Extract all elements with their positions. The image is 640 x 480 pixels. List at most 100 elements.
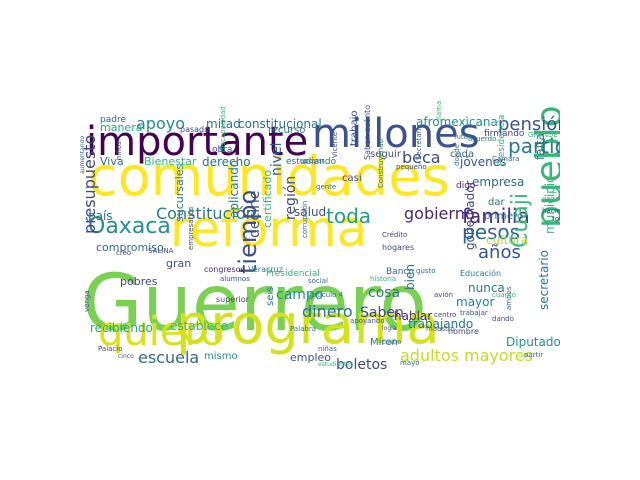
word-obra: obra bbox=[212, 145, 233, 155]
word-dando: dando bbox=[492, 315, 514, 323]
word-ninas: niñas bbox=[318, 345, 337, 353]
word-cultura: cultura bbox=[486, 233, 529, 247]
word-presidencial: Presidencial bbox=[266, 269, 320, 279]
word-casi: casi bbox=[342, 173, 362, 184]
word-cinco: cinco bbox=[118, 353, 134, 360]
word-constitucional: constitucional bbox=[238, 117, 322, 131]
word-saben: Saben bbox=[360, 305, 404, 321]
word-historia: historia bbox=[370, 275, 397, 283]
word-trabajar: trabajar bbox=[460, 309, 488, 317]
word-pasado: pasado bbox=[180, 125, 210, 134]
word-corrupcion: corrupción bbox=[301, 200, 309, 238]
word-pobres: pobres bbox=[120, 275, 158, 288]
word-todavia: todavía bbox=[552, 215, 560, 223]
word-partir: partir bbox=[524, 351, 544, 359]
word-escuela: escuela bbox=[138, 348, 200, 367]
word-mayo: mayo bbox=[400, 359, 420, 367]
word-creo: creo bbox=[116, 249, 132, 257]
word-pesos: pesos bbox=[462, 220, 521, 244]
word-palacio: Palacio bbox=[98, 345, 123, 353]
word-adultos-mayores: adultos mayores bbox=[400, 346, 534, 365]
word-guerrero: Guerrero bbox=[82, 259, 427, 349]
word-discapacidad: discapacidad bbox=[219, 106, 227, 152]
word-empresa: empresa bbox=[472, 175, 525, 189]
word-hombre: hombre bbox=[448, 327, 479, 336]
word-construyendo: Construyendo bbox=[377, 139, 385, 188]
word-cosa: cosa bbox=[368, 285, 401, 301]
word-venga: venga bbox=[83, 290, 91, 312]
word-articulo-4: artículo 4 bbox=[310, 291, 344, 299]
word-camara: Cámara bbox=[492, 155, 520, 163]
word-afromexicana: afromexicana bbox=[416, 115, 498, 129]
word-seis: seis bbox=[265, 286, 276, 306]
word-bienestar: Bienestar bbox=[144, 155, 197, 168]
word-alumnos: alumnos bbox=[220, 275, 250, 283]
word-anos: años bbox=[478, 242, 521, 263]
word-cloud: Guerrero comunidades programa reforma import… bbox=[80, 100, 560, 380]
word-haciendo: haciendo bbox=[542, 207, 560, 215]
word-cuanto: cuanto bbox=[492, 291, 517, 299]
word-social: social bbox=[308, 277, 328, 285]
word-logia: logía bbox=[382, 325, 397, 332]
word-digo: digo bbox=[456, 181, 476, 191]
word-beca: beca bbox=[402, 148, 441, 167]
word-decirle: decirle bbox=[247, 190, 263, 238]
word-millones: millones bbox=[312, 111, 480, 157]
word-programa: programa bbox=[176, 293, 440, 356]
word-empleo: empleo bbox=[290, 351, 332, 364]
word-donde: donde bbox=[453, 144, 461, 166]
word-palabra: Palabra bbox=[290, 325, 317, 333]
word-grande: GRANDE bbox=[528, 131, 558, 139]
word-avion: avión bbox=[434, 291, 454, 299]
word-congresos: congresos bbox=[204, 265, 245, 274]
word-futuro: futuro bbox=[454, 133, 476, 141]
word-mitad: mitad bbox=[206, 117, 241, 131]
word-reforma: reforma bbox=[170, 200, 368, 258]
word-secretario: secretario bbox=[537, 250, 551, 310]
word-educacion: Educación bbox=[460, 269, 502, 278]
word-saben-cuanto: Saben cuánto bbox=[363, 104, 372, 160]
word-recurso: recurso bbox=[268, 125, 306, 136]
word-dinero: dinero bbox=[302, 302, 353, 321]
word-secretaria: Secretaría bbox=[415, 124, 423, 160]
word-gran: gran bbox=[166, 257, 192, 270]
word-superior: superior bbox=[216, 295, 249, 304]
word-sucursales: sucursales bbox=[173, 163, 186, 222]
word-comunidades: comunidades bbox=[88, 145, 450, 208]
word-padre: padre bbox=[100, 115, 126, 125]
word-apoyo: apoyo bbox=[136, 114, 186, 133]
word-aumentando: aumentando bbox=[80, 135, 86, 174]
word-municipio: municipio bbox=[543, 175, 557, 234]
word-cada: cada bbox=[450, 149, 475, 160]
word-apoyar: apoyar bbox=[300, 157, 325, 165]
word-boletos: boletos bbox=[336, 357, 388, 373]
word-mismo: mismo bbox=[204, 351, 238, 362]
word-region: región bbox=[283, 175, 299, 220]
word-constitucion: Constitución bbox=[156, 204, 256, 223]
word-miren: Miren bbox=[370, 337, 398, 348]
word-ninos: niños bbox=[115, 141, 123, 160]
word-manera: manera bbox=[100, 121, 143, 134]
word-familia: familia bbox=[462, 204, 530, 228]
word-pension: pensión bbox=[498, 114, 560, 135]
word-salud: salud bbox=[294, 205, 327, 219]
word-nunca: nunca bbox=[468, 281, 505, 295]
word-importante: importante bbox=[86, 119, 309, 165]
word-hogares: hogares bbox=[382, 243, 415, 252]
word-mayor: mayor bbox=[456, 295, 495, 309]
word-campo: campo bbox=[276, 287, 324, 303]
word-banco: Banco bbox=[386, 267, 414, 277]
word-credito: Crédito bbox=[382, 231, 408, 239]
word-ganadero: ganadero bbox=[542, 195, 560, 203]
word-pais: país bbox=[88, 209, 113, 223]
word-gusto: gusto bbox=[416, 267, 436, 275]
word-derecho: derecho bbox=[202, 155, 251, 169]
word-estudiantes: estudiantes bbox=[318, 361, 354, 368]
word-llama: llama bbox=[435, 100, 443, 120]
word-oaxaca: Oaxaca bbox=[88, 214, 171, 239]
word-centro: centro bbox=[434, 311, 457, 319]
word-trabajo: trabajo bbox=[349, 110, 360, 146]
word-acuerdo: acuerdo bbox=[468, 135, 497, 143]
word-maestro: maestro bbox=[426, 325, 455, 333]
